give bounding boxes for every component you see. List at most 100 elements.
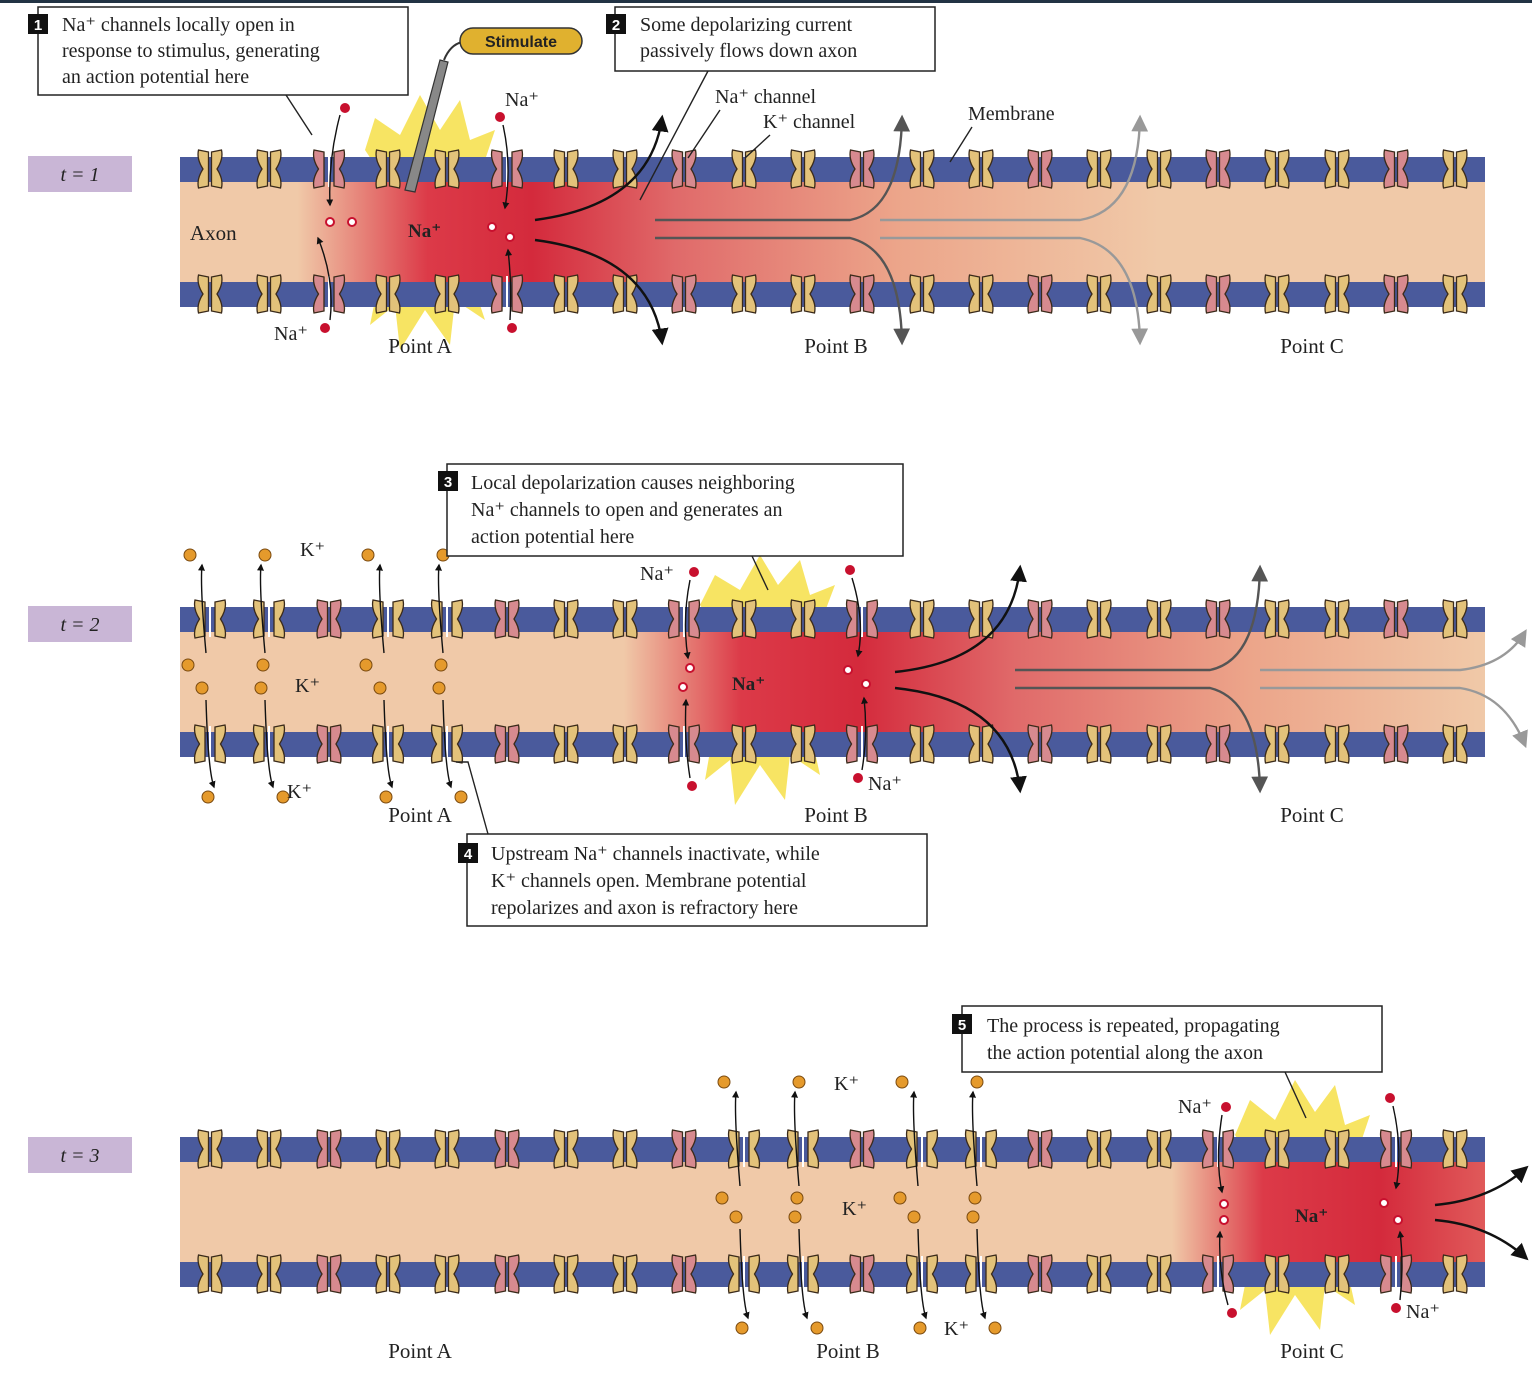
k-channel-icon (1442, 274, 1468, 314)
k-channel-icon (1146, 1129, 1172, 1169)
k-channel-icon (909, 149, 935, 189)
k-channel-icon (371, 599, 405, 639)
membrane-bottom (180, 282, 1485, 307)
k-channel-icon (252, 724, 286, 764)
na-channel-icon (1205, 724, 1231, 764)
svg-text:Some depolarizing current: Some depolarizing current (640, 14, 853, 36)
na-channel-icon (667, 724, 701, 764)
na-channel-icon (316, 599, 342, 639)
svg-text:2: 2 (612, 17, 620, 34)
membrane-top (180, 157, 1485, 182)
k-channel-icon (1146, 274, 1172, 314)
k-channel-icon (968, 149, 994, 189)
svg-text:an action potential here: an action potential here (62, 66, 249, 88)
current-arrow-icon (1434, 1165, 1529, 1261)
k-channel-icon (256, 1254, 282, 1294)
na-channel-icon (316, 1254, 342, 1294)
point-a-label: Point A (388, 1339, 452, 1363)
point-b-label: Point B (816, 1339, 880, 1363)
k-ion-icon (988, 1321, 1002, 1335)
svg-text:Local depolarization causes ne: Local depolarization causes neighboring (471, 472, 795, 494)
k-channel-icon (1324, 274, 1350, 314)
callout-2: 2 Some depolarizing current passively fl… (606, 6, 936, 201)
point-b-label: Point B (804, 803, 868, 827)
k-ion-icon (379, 790, 393, 804)
k-channel-icon (553, 149, 579, 189)
k-channel-icon (1324, 1254, 1350, 1294)
k-channel-icon (905, 1254, 939, 1294)
svg-text:The process is repeated, propa: The process is repeated, propagating (987, 1015, 1280, 1037)
na-channel-icon (1205, 149, 1231, 189)
k-channel-icon (553, 599, 579, 639)
k-channel-icon (252, 599, 286, 639)
na-channel-icon (671, 1254, 697, 1294)
k-ion-icon (790, 1191, 804, 1205)
k-efflux-arrow (257, 563, 266, 654)
k-ion-icon (970, 1075, 984, 1089)
k-ion-icon (913, 1321, 927, 1335)
k-channel-icon (434, 1129, 460, 1169)
na-channel-icon (494, 599, 520, 639)
na-channel-icon (667, 599, 701, 639)
callout-5: 5 The process is repeated, propagating t… (952, 1005, 1383, 1119)
k-channel-icon (790, 274, 816, 314)
k-channel-icon (1146, 599, 1172, 639)
point-c-label: Point C (1280, 334, 1344, 358)
na-channel-icon (1027, 1254, 1053, 1294)
svg-text:5: 5 (958, 1017, 966, 1034)
k-channel-icon (1442, 1254, 1468, 1294)
na-channel-icon (1205, 274, 1231, 314)
k-channel-icon (731, 599, 757, 639)
na-influx (316, 103, 517, 333)
k-efflux-arrow (969, 1090, 978, 1187)
k-channel-icon (1086, 274, 1112, 314)
k-ion-icon (361, 548, 375, 562)
k-ion-icon (907, 1210, 921, 1224)
k-efflux-arrow (910, 1090, 919, 1187)
na-channel-icon (845, 599, 879, 639)
panel-t2: t = 2 Na⁺ Na⁺ Na⁺ (28, 539, 1528, 827)
k-channel-icon (790, 149, 816, 189)
k-efflux-arrow (435, 563, 444, 654)
k-ion-icon (181, 658, 195, 672)
time-label: t = 1 (60, 164, 99, 186)
k-channel-icon (1264, 724, 1290, 764)
k-channel-icon (434, 149, 460, 189)
na-channel-icon (849, 1129, 875, 1169)
k-channel-icon (731, 274, 757, 314)
svg-text:Upstream Na⁺ channels inactiva: Upstream Na⁺ channels inactivate, while (491, 843, 820, 865)
k-ion-icon (729, 1210, 743, 1224)
k-channel-icon (1146, 724, 1172, 764)
k-channel-icon (1086, 724, 1112, 764)
axon-interior (180, 632, 1485, 732)
k-channel-icon (1086, 149, 1112, 189)
k-ion-icon (183, 548, 197, 562)
k-channel-icon (375, 149, 401, 189)
k-channel-icon (968, 274, 994, 314)
k-efflux-arrow (732, 1090, 741, 1187)
stimulate-label: Stimulate (485, 34, 557, 51)
na-label-interior: Na⁺ (1295, 1206, 1328, 1227)
na-influx (1216, 1093, 1405, 1318)
k-efflux-arrow (205, 699, 216, 789)
na-channel-icon (490, 274, 524, 314)
na-channel-label: Na⁺ channel (715, 86, 817, 108)
na-channel-icon (1383, 599, 1409, 639)
k-channel-icon (1264, 1254, 1290, 1294)
k-channel-icon (197, 1129, 223, 1169)
na-channel-icon (1201, 1254, 1235, 1294)
na-channel-icon (1027, 724, 1053, 764)
k-channel-icon (909, 274, 935, 314)
k-channel-icon (612, 1254, 638, 1294)
k-channel-icon (909, 599, 935, 639)
na-channel-icon (494, 1254, 520, 1294)
na-channel-icon (1201, 1129, 1235, 1169)
na-label: Na⁺ (868, 773, 902, 795)
k-channel-icon (1086, 599, 1112, 639)
k-label: K⁺ (834, 1073, 859, 1095)
k-ion-icon (454, 790, 468, 804)
na-label: Na⁺ (274, 323, 308, 345)
membrane-label: Membrane (968, 103, 1055, 125)
na-channel-icon (1027, 1129, 1053, 1169)
